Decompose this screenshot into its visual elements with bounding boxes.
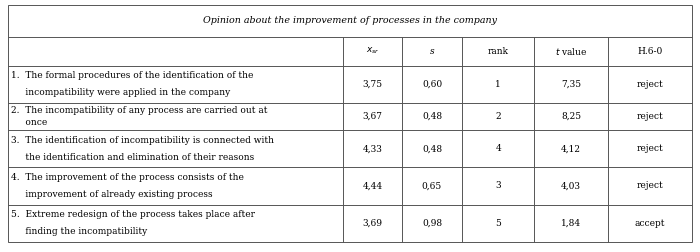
Text: accept: accept [634, 219, 665, 228]
Text: 8,25: 8,25 [561, 112, 581, 121]
Text: Opinion about the improvement of processes in the company: Opinion about the improvement of process… [203, 16, 497, 25]
Text: 7,35: 7,35 [561, 80, 581, 89]
Text: 5.  Extreme redesign of the process takes place after: 5. Extreme redesign of the process takes… [11, 210, 255, 219]
Text: reject: reject [636, 112, 663, 121]
Text: the identification and elimination of their reasons: the identification and elimination of th… [11, 153, 255, 162]
Text: 2: 2 [496, 112, 501, 121]
Text: 1,84: 1,84 [561, 219, 581, 228]
Text: reject: reject [636, 144, 663, 153]
Text: 3,75: 3,75 [363, 80, 383, 89]
Text: 4,33: 4,33 [363, 144, 382, 153]
Text: 1: 1 [496, 80, 501, 89]
Text: rank: rank [488, 47, 509, 55]
Text: 4,44: 4,44 [363, 181, 383, 191]
Text: improvement of already existing process: improvement of already existing process [11, 190, 213, 199]
Text: $x_{sr}$: $x_{sr}$ [365, 46, 379, 56]
Text: reject: reject [636, 181, 663, 191]
Text: s: s [430, 47, 434, 55]
Text: 4: 4 [496, 144, 501, 153]
Text: 4.  The improvement of the process consists of the: 4. The improvement of the process consis… [11, 173, 244, 182]
Text: 0,98: 0,98 [422, 219, 442, 228]
Text: 4,12: 4,12 [561, 144, 581, 153]
Text: 3,67: 3,67 [363, 112, 382, 121]
Text: 3: 3 [496, 181, 501, 191]
Text: H.6-0: H.6-0 [637, 47, 662, 55]
Text: finding the incompatibility: finding the incompatibility [11, 227, 148, 236]
Text: 0,48: 0,48 [422, 144, 442, 153]
Text: 1.  The formal procedures of the identification of the: 1. The formal procedures of the identifi… [11, 71, 253, 80]
Text: $t$ value: $t$ value [555, 46, 587, 56]
Text: incompatibility were applied in the company: incompatibility were applied in the comp… [11, 88, 230, 97]
Text: 5: 5 [496, 219, 501, 228]
Text: reject: reject [636, 80, 663, 89]
Text: once: once [11, 118, 48, 127]
Text: 0,60: 0,60 [422, 80, 442, 89]
Text: 0,65: 0,65 [422, 181, 442, 191]
Text: 2.  The incompatibility of any process are carried out at: 2. The incompatibility of any process ar… [11, 106, 267, 115]
Text: 0,48: 0,48 [422, 112, 442, 121]
Text: 4,03: 4,03 [561, 181, 581, 191]
Text: 3.  The identification of incompatibility is connected with: 3. The identification of incompatibility… [11, 136, 274, 145]
Text: 3,69: 3,69 [363, 219, 382, 228]
